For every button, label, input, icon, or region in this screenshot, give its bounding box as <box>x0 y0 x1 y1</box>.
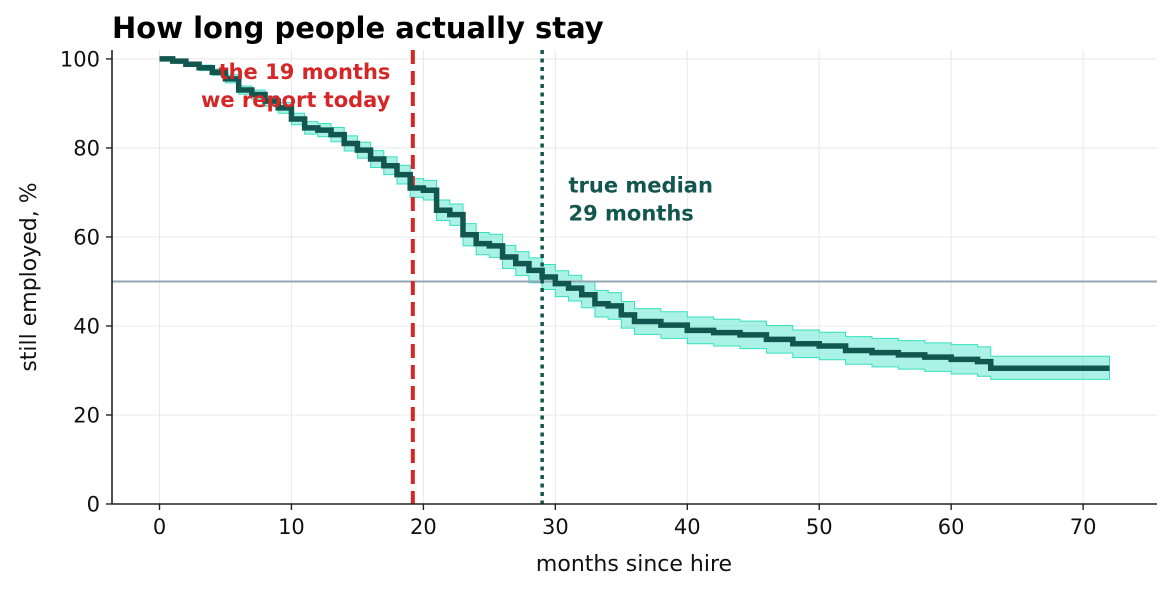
annotation-line: we report today <box>201 88 391 112</box>
y-tick-label: 100 <box>60 47 100 71</box>
annotation-line: true median <box>569 173 713 197</box>
y-tick-label: 40 <box>73 314 100 338</box>
annotation-line: 29 months <box>569 201 694 225</box>
x-tick-label: 30 <box>542 515 569 539</box>
true-median-annotation: true median 29 months <box>569 173 713 225</box>
x-tick-label: 20 <box>410 515 437 539</box>
x-tick-label: 70 <box>1070 515 1097 539</box>
survival-curve-layer <box>159 56 1110 371</box>
annotation-line: the 19 months <box>219 60 391 84</box>
x-axis-title: months since hire <box>536 552 732 577</box>
y-tick-label: 60 <box>73 225 100 249</box>
y-tick-label: 80 <box>73 136 100 160</box>
reported-months-annotation: the 19 months we report today <box>201 60 391 112</box>
grid-lines <box>112 50 1157 505</box>
x-tick-label: 0 <box>153 515 166 539</box>
y-tick-label: 0 <box>87 493 100 517</box>
axes <box>106 50 1157 510</box>
x-tick-label: 60 <box>938 515 965 539</box>
x-tick-label: 40 <box>674 515 701 539</box>
y-tick-label: 20 <box>73 403 100 427</box>
x-tick-label: 10 <box>278 515 305 539</box>
y-axis-title: still employed, % <box>17 182 42 371</box>
survival-curve <box>159 56 1110 371</box>
tick-labels: 0 10 20 30 40 50 60 70 0 20 40 60 80 100 <box>60 47 1097 539</box>
reference-lines <box>112 50 1157 504</box>
annotations: the 19 months we report today true median 2… <box>201 60 713 225</box>
chart-title: How long people actually stay <box>112 11 604 45</box>
x-tick-label: 50 <box>806 515 833 539</box>
